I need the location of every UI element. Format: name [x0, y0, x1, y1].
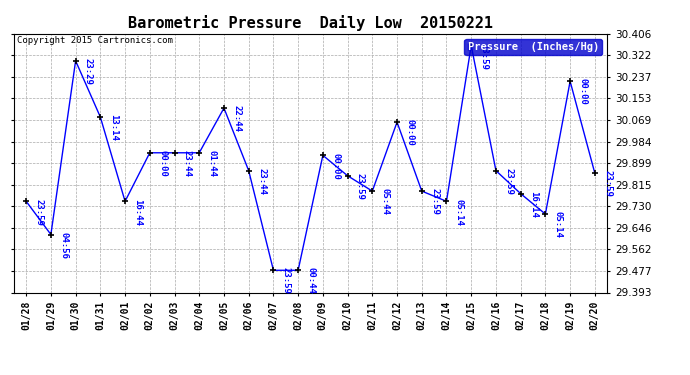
Text: 23:59: 23:59	[504, 168, 513, 195]
Text: 04:56: 04:56	[59, 232, 68, 259]
Text: 23:44: 23:44	[257, 168, 266, 195]
Text: 23:59: 23:59	[34, 198, 43, 225]
Legend: Pressure  (Inches/Hg): Pressure (Inches/Hg)	[464, 39, 602, 55]
Text: 05:14: 05:14	[553, 211, 563, 238]
Text: 00:44: 00:44	[306, 267, 315, 294]
Text: 00:00: 00:00	[578, 78, 587, 105]
Text: Copyright 2015 Cartronics.com: Copyright 2015 Cartronics.com	[17, 36, 172, 45]
Text: 23:29: 23:29	[84, 58, 93, 85]
Text: 16:44: 16:44	[133, 198, 142, 225]
Text: 05:44: 05:44	[381, 188, 390, 215]
Text: 01:44: 01:44	[208, 150, 217, 177]
Text: 05:14: 05:14	[455, 198, 464, 225]
Text: 00:00: 00:00	[405, 119, 415, 146]
Title: Barometric Pressure  Daily Low  20150221: Barometric Pressure Daily Low 20150221	[128, 15, 493, 31]
Text: 23:44: 23:44	[183, 150, 192, 177]
Text: 22:44: 22:44	[233, 105, 241, 132]
Text: 00:00: 00:00	[158, 150, 167, 177]
Text: 23:59: 23:59	[282, 267, 290, 294]
Text: 00:00: 00:00	[331, 153, 340, 179]
Text: 23:59: 23:59	[356, 173, 365, 200]
Text: 13:14: 13:14	[108, 114, 118, 141]
Text: 23:59: 23:59	[480, 43, 489, 70]
Text: 23:59: 23:59	[430, 188, 439, 215]
Text: 23:59: 23:59	[603, 170, 612, 197]
Text: 16:14: 16:14	[529, 191, 538, 218]
